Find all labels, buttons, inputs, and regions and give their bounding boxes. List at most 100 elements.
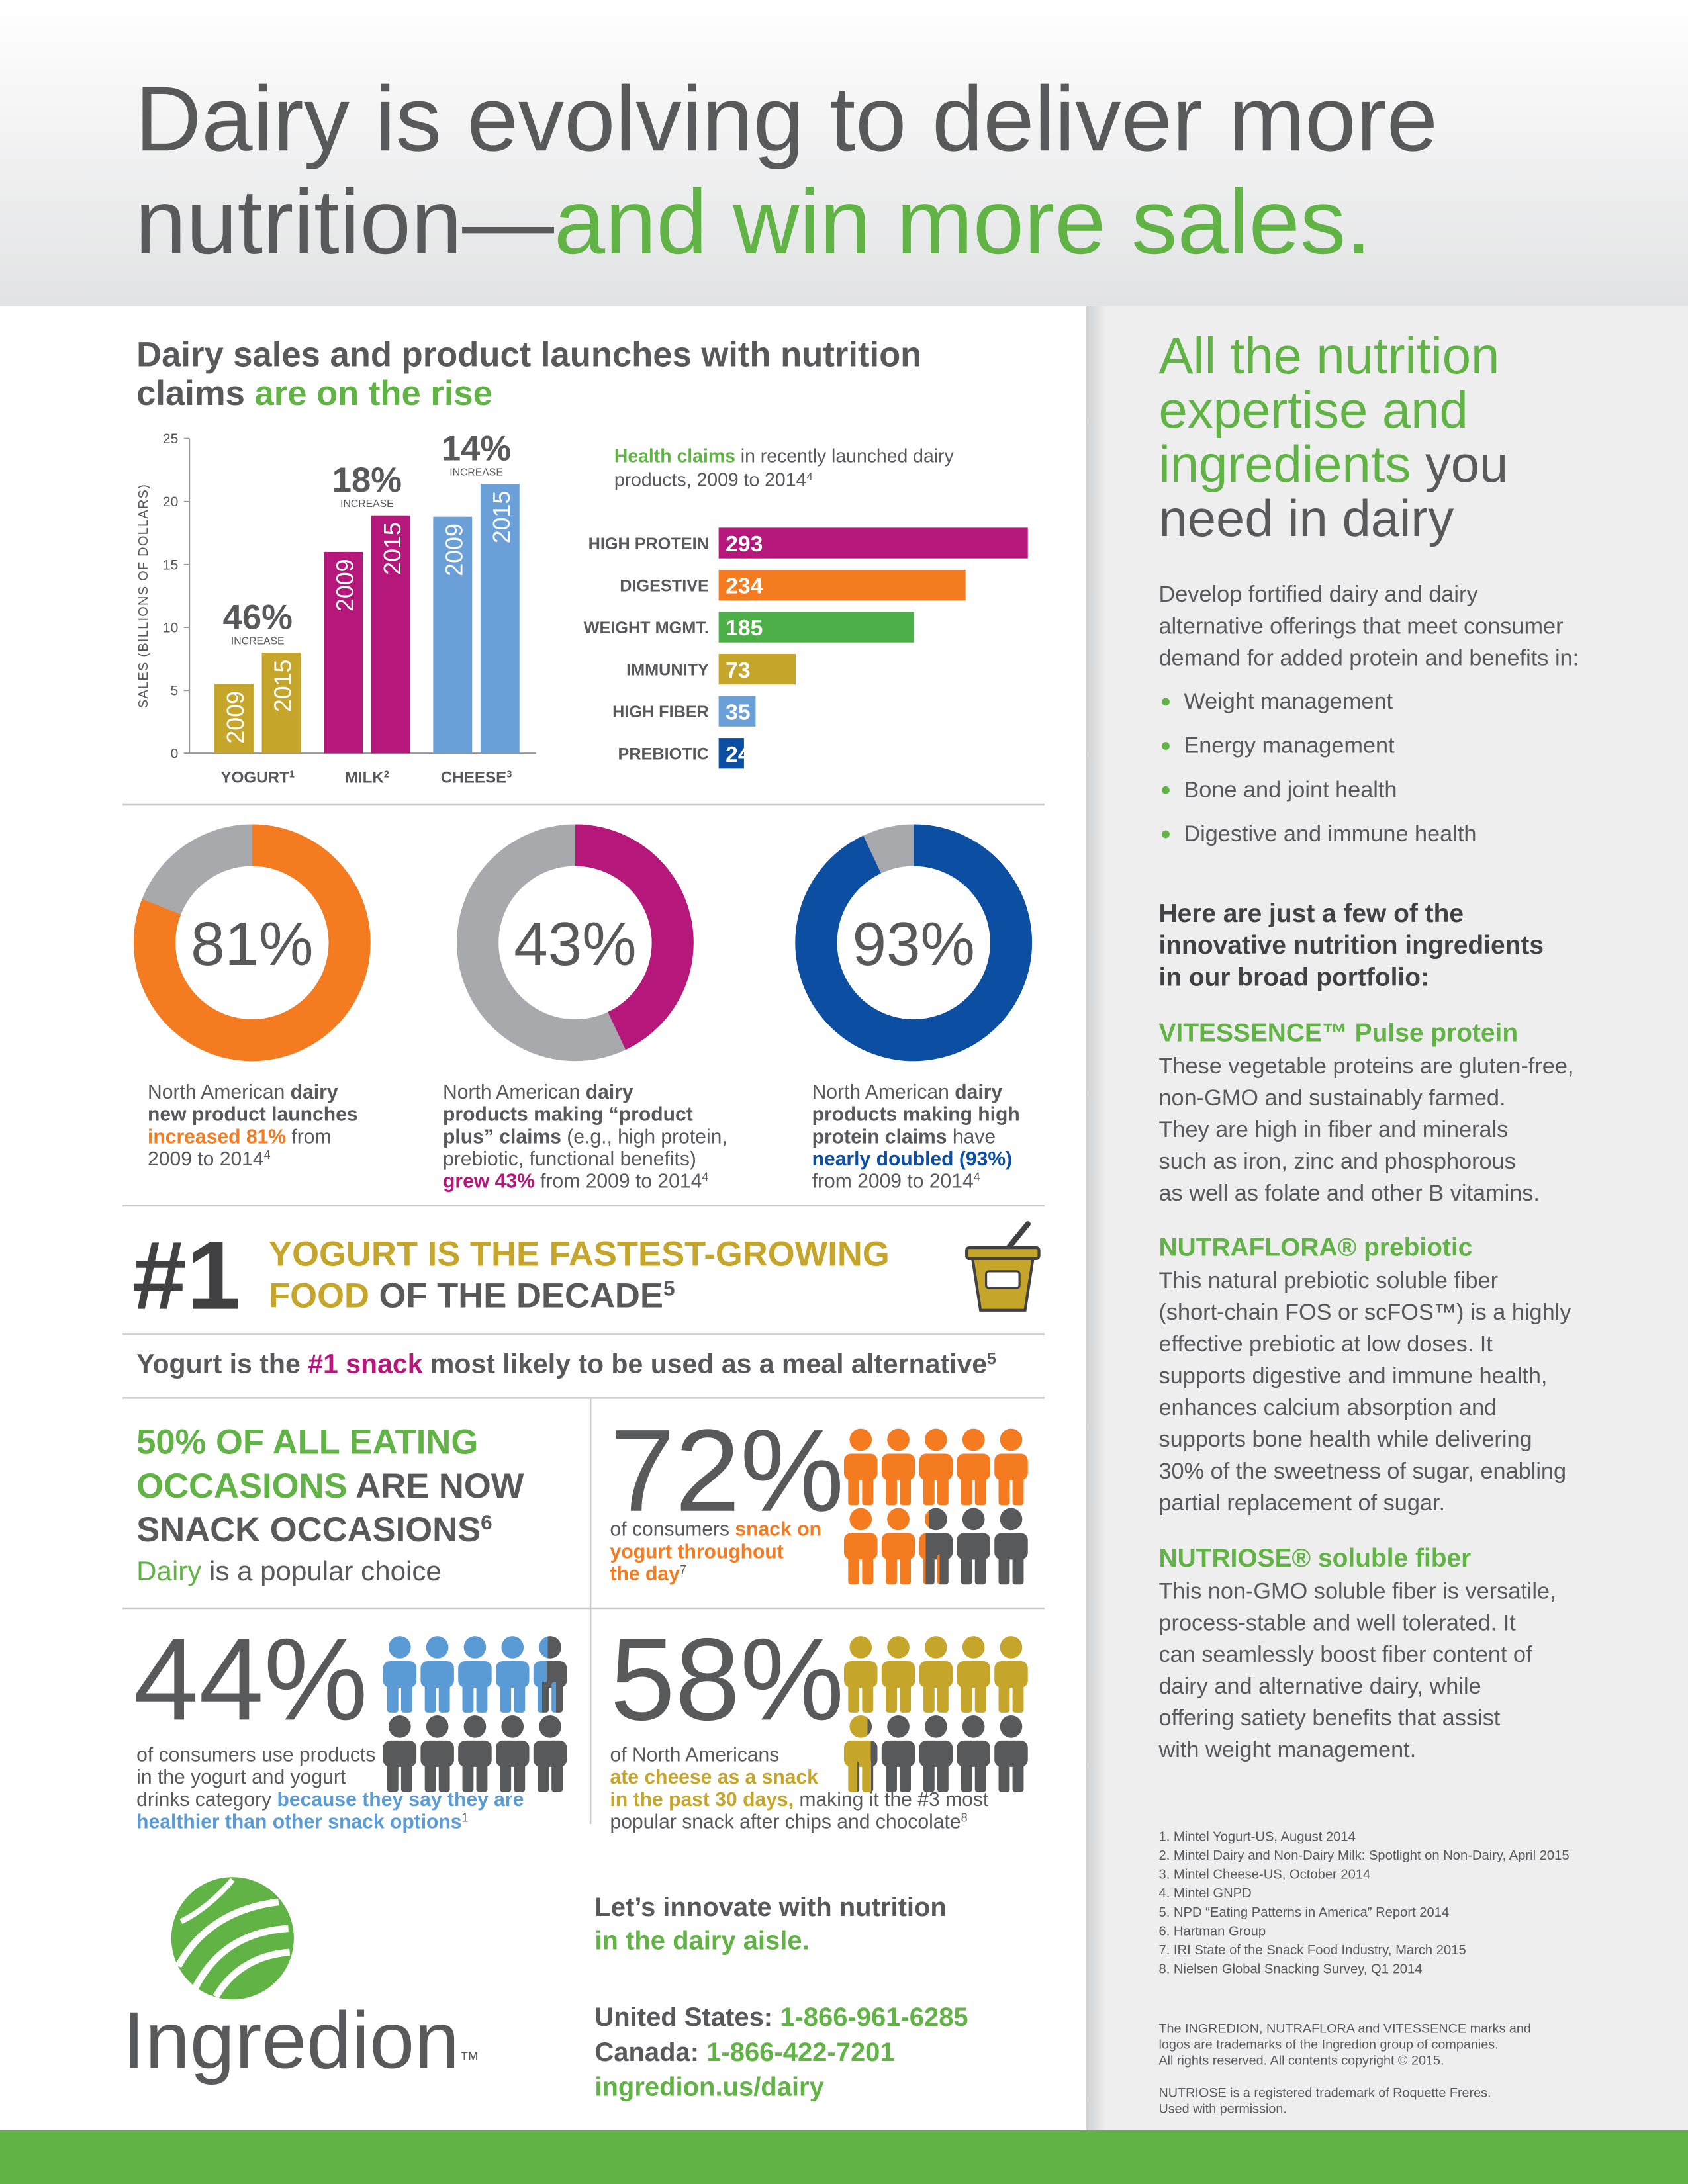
person-icon bbox=[957, 1715, 990, 1792]
text-span: OCCASIONS bbox=[136, 1467, 347, 1506]
stat-caption: of North Americans bbox=[610, 1744, 780, 1766]
icon-head bbox=[887, 1508, 910, 1531]
text-span: you bbox=[1411, 436, 1508, 493]
text-span: nearly doubled (93%) bbox=[812, 1148, 1013, 1170]
icon-body bbox=[383, 1661, 417, 1688]
person-icon bbox=[533, 1636, 567, 1713]
icon-head bbox=[887, 1715, 910, 1738]
text-span: 4 bbox=[974, 1171, 980, 1184]
icon-body bbox=[957, 1740, 990, 1767]
icon-body bbox=[957, 1453, 990, 1480]
person-icon bbox=[881, 1428, 915, 1506]
text-span: MILK bbox=[345, 768, 385, 786]
text-span: North American bbox=[148, 1081, 291, 1103]
text-span: in the dairy aisle. bbox=[594, 1926, 809, 1955]
donut-caption: products making high bbox=[812, 1104, 1020, 1126]
icon-leg bbox=[438, 1761, 450, 1792]
icon-leg bbox=[937, 1475, 949, 1506]
legal-text: Used with permission. bbox=[1158, 2102, 1286, 2116]
footnote: 4. Mintel GNPD bbox=[1158, 1886, 1251, 1901]
icon-body bbox=[994, 1740, 1028, 1767]
text-span: grew 43% bbox=[443, 1171, 535, 1193]
icon-leg bbox=[1012, 1475, 1024, 1506]
stat-value: 58% bbox=[610, 1614, 845, 1745]
icon-leg bbox=[551, 1761, 563, 1792]
benefit: Digestive and immune health bbox=[1184, 821, 1476, 846]
icon-leg bbox=[1012, 1761, 1024, 1792]
ingredient-text: 30% of the sweetness of sugar, enabling bbox=[1158, 1459, 1566, 1484]
sidebar-background bbox=[1086, 306, 1688, 2130]
yogurt-heading: YOGURT IS THE FASTEST-GROWING bbox=[269, 1234, 890, 1273]
footnote: 5. NPD “Eating Patterns in America” Repo… bbox=[1158, 1905, 1449, 1920]
icon-body bbox=[957, 1533, 990, 1560]
ingredient-text: supports bone health while delivering bbox=[1158, 1427, 1532, 1452]
donut-label: 93% bbox=[853, 909, 975, 978]
ingredient-name: NUTRAFLORA® prebiotic bbox=[1158, 1234, 1472, 1262]
icon-leg bbox=[400, 1761, 412, 1792]
ingredient-text: with weight management. bbox=[1158, 1737, 1416, 1762]
person-icon bbox=[919, 1715, 953, 1792]
donut-caption: North American dairy bbox=[148, 1081, 338, 1103]
text-span: Canada: bbox=[594, 2038, 706, 2067]
icon-leg bbox=[937, 1761, 949, 1792]
sidebar-heading: ingredients you bbox=[1158, 436, 1508, 493]
stat-caption: of consumers snack on bbox=[610, 1519, 821, 1541]
footnote: 6. Hartman Group bbox=[1158, 1924, 1266, 1938]
occasions-heading: SNACK OCCASIONS6 bbox=[136, 1510, 492, 1549]
icon-leg bbox=[900, 1553, 911, 1585]
text-span: ate cheese as a snack bbox=[610, 1766, 819, 1788]
icon-body bbox=[420, 1740, 454, 1767]
text-span: 6 bbox=[481, 1510, 492, 1534]
y-tick-label: 20 bbox=[163, 494, 178, 510]
donut-label: 81% bbox=[191, 909, 313, 978]
icon-head bbox=[849, 1715, 872, 1738]
text-span: Dairy bbox=[136, 1555, 201, 1586]
benefit: Weight management bbox=[1184, 689, 1393, 714]
donut-caption: products making “product bbox=[443, 1104, 693, 1126]
bullet bbox=[1162, 742, 1170, 750]
icon-body bbox=[919, 1533, 953, 1560]
person-icon bbox=[957, 1508, 990, 1585]
icon-head bbox=[925, 1508, 947, 1531]
icon-leg bbox=[923, 1553, 935, 1585]
category-label: DIGESTIVE bbox=[620, 577, 709, 596]
increase-caption: INCREASE bbox=[231, 635, 285, 647]
person-icon bbox=[383, 1636, 417, 1713]
icon-head bbox=[962, 1715, 985, 1738]
header-background bbox=[0, 0, 1688, 306]
icon-body bbox=[844, 1740, 878, 1767]
person-icon bbox=[496, 1715, 530, 1792]
icon-body bbox=[957, 1661, 990, 1688]
text-span: in the yogurt and yogurt bbox=[136, 1766, 346, 1788]
text-span: #1 snack bbox=[308, 1348, 423, 1379]
icon-leg bbox=[438, 1682, 450, 1713]
occasions-heading: OCCASIONS ARE NOW bbox=[136, 1467, 524, 1506]
category-label: HIGH PROTEIN bbox=[588, 535, 709, 553]
bar-value-label: 24 bbox=[726, 743, 751, 767]
icon-leg bbox=[998, 1475, 1010, 1506]
logo-stripe bbox=[212, 1948, 291, 1999]
bar bbox=[261, 653, 301, 754]
bar bbox=[718, 654, 796, 685]
legal-text: All rights reserved. All contents copyri… bbox=[1158, 2053, 1444, 2068]
person-icon bbox=[957, 1428, 990, 1506]
person-icon bbox=[844, 1508, 878, 1585]
donut-caption: North American dairy bbox=[443, 1081, 633, 1103]
icon-leg bbox=[886, 1553, 897, 1585]
chart-title: products, 2009 to 20144 bbox=[614, 469, 813, 490]
snack-line: Yogurt is the #1 snack most likely to be… bbox=[136, 1348, 996, 1379]
icon-leg bbox=[514, 1682, 526, 1713]
text-span: products making “product bbox=[443, 1104, 693, 1126]
sidebar-heading: All the nutrition bbox=[1158, 328, 1499, 385]
ingredient-text: such as iron, zinc and phosphorous bbox=[1158, 1149, 1515, 1174]
increase-label: 18% bbox=[332, 461, 402, 500]
text-span: YOGURT bbox=[220, 768, 289, 786]
text-span: of consumers use products bbox=[136, 1744, 375, 1766]
person-icon bbox=[533, 1715, 567, 1792]
text-span: 5 bbox=[663, 1277, 675, 1300]
ingredient-text: enhances calcium absorption and bbox=[1158, 1395, 1497, 1420]
text-span: YOGURT IS THE FASTEST-GROWING bbox=[269, 1234, 890, 1273]
footnote: 3. Mintel Cheese-US, October 2014 bbox=[1158, 1868, 1370, 1882]
text-span: 4 bbox=[806, 470, 812, 482]
